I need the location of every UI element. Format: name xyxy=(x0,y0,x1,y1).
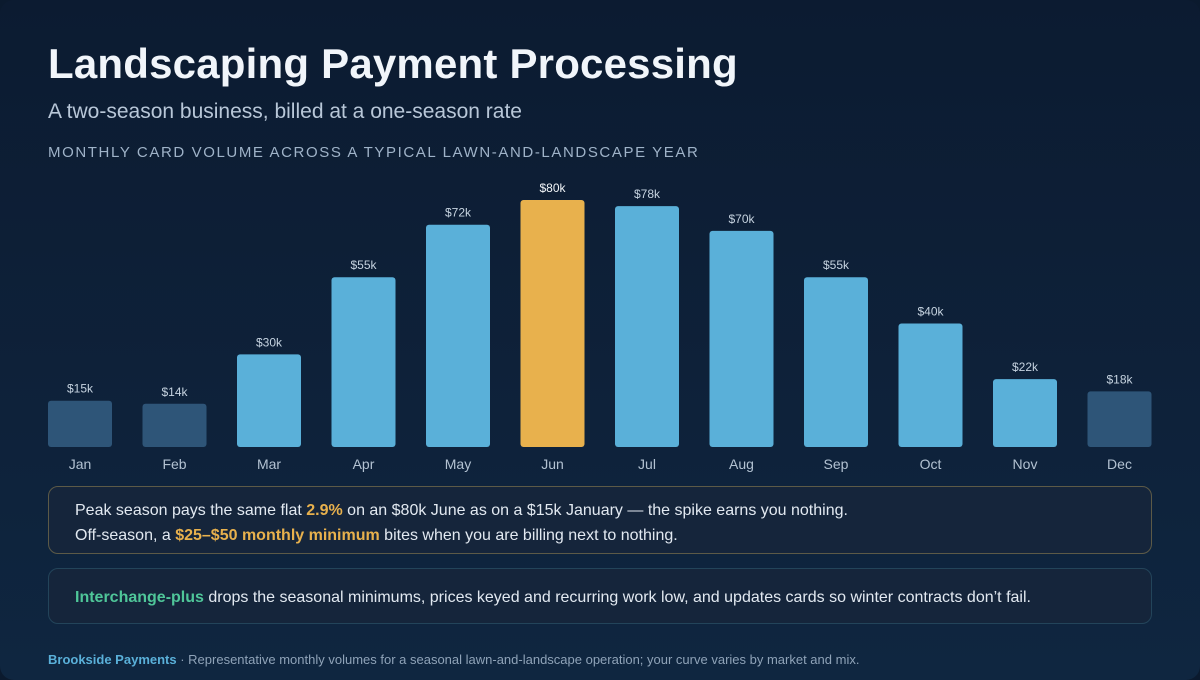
data-label-jan: $15k xyxy=(67,382,94,396)
monthly-minimum: $25–$50 monthly minimum xyxy=(175,527,380,544)
footer-text: · Representative monthly volumes for a s… xyxy=(176,652,860,667)
bar-nov xyxy=(993,379,1057,447)
page-subtitle: A two-season business, billed at a one-s… xyxy=(48,100,522,123)
x-tick-aug: Aug xyxy=(729,456,754,472)
data-label-mar: $30k xyxy=(256,335,283,349)
x-tick-feb: Feb xyxy=(162,456,186,472)
footer-brand: Brookside Payments xyxy=(48,652,177,667)
x-tick-may: May xyxy=(445,456,471,472)
bar-mar xyxy=(237,354,301,447)
data-label-feb: $14k xyxy=(161,385,188,399)
data-label-nov: $22k xyxy=(1012,360,1039,374)
bar-feb xyxy=(142,403,207,447)
x-tick-jul: Jul xyxy=(638,456,656,472)
bar-sep xyxy=(804,277,868,447)
peak-note-line-1: Peak season pays the same flat 2.9% on a… xyxy=(75,498,1125,523)
bar-jul xyxy=(615,206,679,447)
flat-rate: 2.9% xyxy=(306,502,343,519)
peak-note-text-1: Peak season pays the same flat xyxy=(75,502,307,519)
x-tick-jan: Jan xyxy=(69,456,92,472)
data-label-dec: $18k xyxy=(1106,372,1133,386)
chart-label: MONTHLY CARD VOLUME ACROSS A TYPICAL LAW… xyxy=(48,144,700,161)
x-tick-apr: Apr xyxy=(353,456,375,472)
bar-aug xyxy=(709,230,774,447)
bar-oct xyxy=(898,323,963,447)
data-label-jul: $78k xyxy=(634,187,661,201)
bar-dec xyxy=(1087,391,1152,447)
peak-note-text-2: on an $80k June as on a $15k January — t… xyxy=(342,502,848,519)
page-title: Landscaping Payment Processing xyxy=(48,40,738,87)
x-tick-mar: Mar xyxy=(257,456,281,472)
bar-chart: $15k Jan $14k Feb $30k Mar $55k Apr $72k May $80k J… xyxy=(48,181,1152,472)
x-tick-sep: Sep xyxy=(824,456,849,472)
bar-apr xyxy=(331,277,396,447)
x-tick-oct: Oct xyxy=(920,456,942,472)
bar-jan xyxy=(48,400,112,447)
solution-note: Interchange-plus drops the seasonal mini… xyxy=(48,568,1152,624)
x-tick-nov: Nov xyxy=(1013,456,1038,472)
peak-note-text-4: bites when you are billing next to nothi… xyxy=(379,527,678,544)
footer: Brookside Payments · Representative mont… xyxy=(48,652,859,667)
data-label-may: $72k xyxy=(445,206,472,220)
solution-note-text: drops the seasonal minimums, prices keye… xyxy=(203,589,1031,606)
data-label-sep: $55k xyxy=(823,258,850,272)
data-label-aug: $70k xyxy=(728,212,755,226)
x-tick-dec: Dec xyxy=(1107,456,1132,472)
bar-may xyxy=(426,224,490,447)
peak-note-line-2: Off-season, a $25–$50 monthly minimum bi… xyxy=(75,523,1125,548)
peak-note-text-3: Off-season, a xyxy=(75,527,176,544)
data-label-oct: $40k xyxy=(917,305,944,319)
peak-season-note: Peak season pays the same flat 2.9% on a… xyxy=(48,486,1152,554)
interchange-plus-highlight: Interchange-plus xyxy=(75,589,204,606)
bar-jun xyxy=(520,200,585,447)
data-label-jun: $80k xyxy=(539,181,566,195)
data-label-apr: $55k xyxy=(350,258,377,272)
x-tick-jun: Jun xyxy=(541,456,564,472)
